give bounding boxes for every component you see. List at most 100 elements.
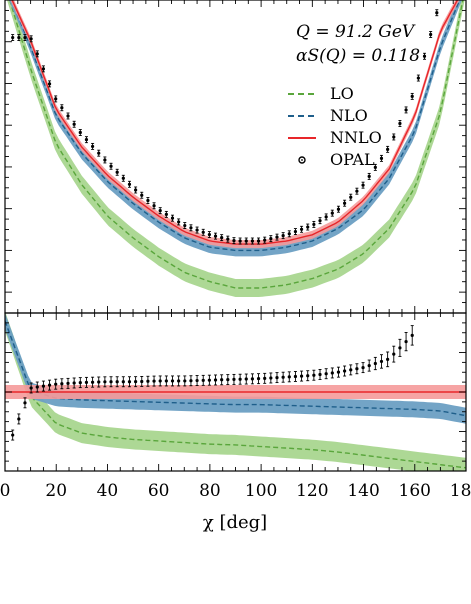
main-opal-point: [343, 201, 347, 205]
ratio-opal-point: [213, 378, 218, 382]
ratio-opal-point: [275, 375, 279, 380]
ratio-opal-point: [386, 357, 390, 361]
main-opal-point: [416, 76, 420, 80]
main-opal-point: [152, 204, 156, 208]
ratio-opal-point: [11, 433, 15, 437]
main-opal-point: [410, 94, 414, 99]
ratio-nlo-band: [5, 313, 466, 424]
ratio-opal-point: [379, 359, 384, 364]
main-opal-point: [127, 182, 132, 186]
main-opal-point: [109, 164, 113, 168]
main-opal-point: [312, 222, 316, 227]
main-opal-point: [78, 130, 82, 135]
main-opal-point: [398, 121, 402, 126]
x-tick-label: 80: [199, 481, 221, 501]
x-axis-label: χ [deg]: [203, 512, 267, 533]
ratio-opal-point: [41, 384, 46, 388]
ratio-opal-point: [256, 377, 261, 381]
main-opal-point: [90, 144, 95, 149]
x-tick-label: 160: [399, 481, 431, 501]
main-opal-point: [213, 234, 218, 238]
ratio-opal-point: [47, 383, 52, 387]
ratio-lo-line: [5, 320, 466, 469]
ratio-opal-point: [189, 379, 193, 383]
ratio-opal-point: [373, 361, 377, 366]
main-opal-point: [66, 114, 70, 118]
main-opal-point: [379, 156, 384, 160]
legend-opal-label: OPAL: [330, 150, 375, 169]
coupling-annotation: αS(Q) = 0.118: [296, 46, 420, 66]
ratio-opal-point: [109, 380, 113, 384]
ratio-series-group: [5, 313, 466, 471]
x-tick-label: 40: [97, 481, 119, 501]
main-opal-point: [232, 239, 236, 243]
main-opal-point: [103, 158, 107, 162]
main-opal-point: [355, 189, 359, 193]
main-opal-point: [429, 32, 433, 37]
x-tick-label: 120: [296, 481, 328, 501]
ratio-opal-point: [121, 380, 125, 384]
x-tick-label: 140: [347, 481, 379, 501]
ratio-opal-point: [183, 379, 187, 383]
ratio-opal-point: [115, 380, 119, 384]
ratio-opal-point: [127, 380, 132, 384]
ratio-opal-point: [226, 377, 230, 382]
ratio-opal-point: [336, 370, 341, 374]
main-opal-point: [404, 108, 408, 112]
ratio-opal-point: [361, 366, 365, 370]
main-opal-point: [244, 239, 248, 243]
ratio-opal-point: [263, 376, 267, 380]
main-opal-point: [134, 188, 138, 192]
main-opal-point: [29, 37, 33, 41]
main-opal-point: [41, 67, 46, 71]
main-opal-point: [164, 212, 168, 217]
x-tick-label: 0: [0, 481, 10, 501]
main-opal-point: [299, 227, 304, 231]
main-opal-point: [336, 207, 341, 211]
main-nlo-band: [8, 0, 463, 257]
main-opal-point: [23, 35, 27, 40]
ratio-opal-point: [72, 381, 76, 385]
main-opal-point: [11, 35, 15, 40]
main-opal-point: [60, 106, 64, 110]
main-opal-point: [275, 235, 279, 239]
ratio-opal-point: [398, 346, 402, 350]
main-opal-point: [256, 239, 261, 243]
ratio-opal-point: [66, 381, 70, 385]
main-opal-point: [263, 238, 267, 242]
main-opal-point: [207, 232, 211, 237]
legend-opal-marker-dot: [301, 159, 303, 161]
ratio-opal-point: [90, 380, 95, 384]
x-tick-label: 60: [148, 481, 170, 501]
legend-nnlo-label: NNLO: [330, 128, 382, 147]
main-opal-point: [238, 239, 242, 243]
main-opal-point: [367, 174, 371, 179]
main-opal-point: [121, 176, 125, 180]
ratio-opal-point: [207, 378, 211, 382]
main-opal-point: [177, 220, 181, 224]
ratio-opal-point: [97, 380, 101, 384]
ratio-opal-point: [281, 375, 285, 379]
ratio-opal-point: [238, 377, 242, 381]
main-opal-point: [72, 122, 76, 126]
ratio-opal-point: [343, 369, 347, 373]
legend: LO NLO NNLO OPAL: [288, 84, 382, 169]
main-opal-point: [17, 35, 21, 40]
main-opal-point: [226, 237, 230, 241]
ratio-opal-point: [140, 379, 144, 384]
x-axis: 0 20 40 60 80 100 120 140 160 180 χ [deg]: [0, 481, 471, 533]
x-tick-label: 100: [245, 481, 277, 501]
ratio-opal-point: [103, 380, 107, 384]
ratio-opal-point: [355, 367, 359, 371]
ratio-opal-point: [232, 377, 236, 382]
main-opal-point: [392, 135, 396, 139]
ratio-opal-point: [392, 352, 396, 356]
main-opal-point: [324, 215, 328, 219]
ratio-opal-point: [287, 375, 291, 379]
main-opal-point: [158, 209, 162, 213]
ratio-opal-point: [152, 379, 156, 383]
main-opal-point: [287, 232, 291, 236]
main-opal-point: [195, 228, 199, 232]
ratio-opal-point: [60, 382, 64, 386]
